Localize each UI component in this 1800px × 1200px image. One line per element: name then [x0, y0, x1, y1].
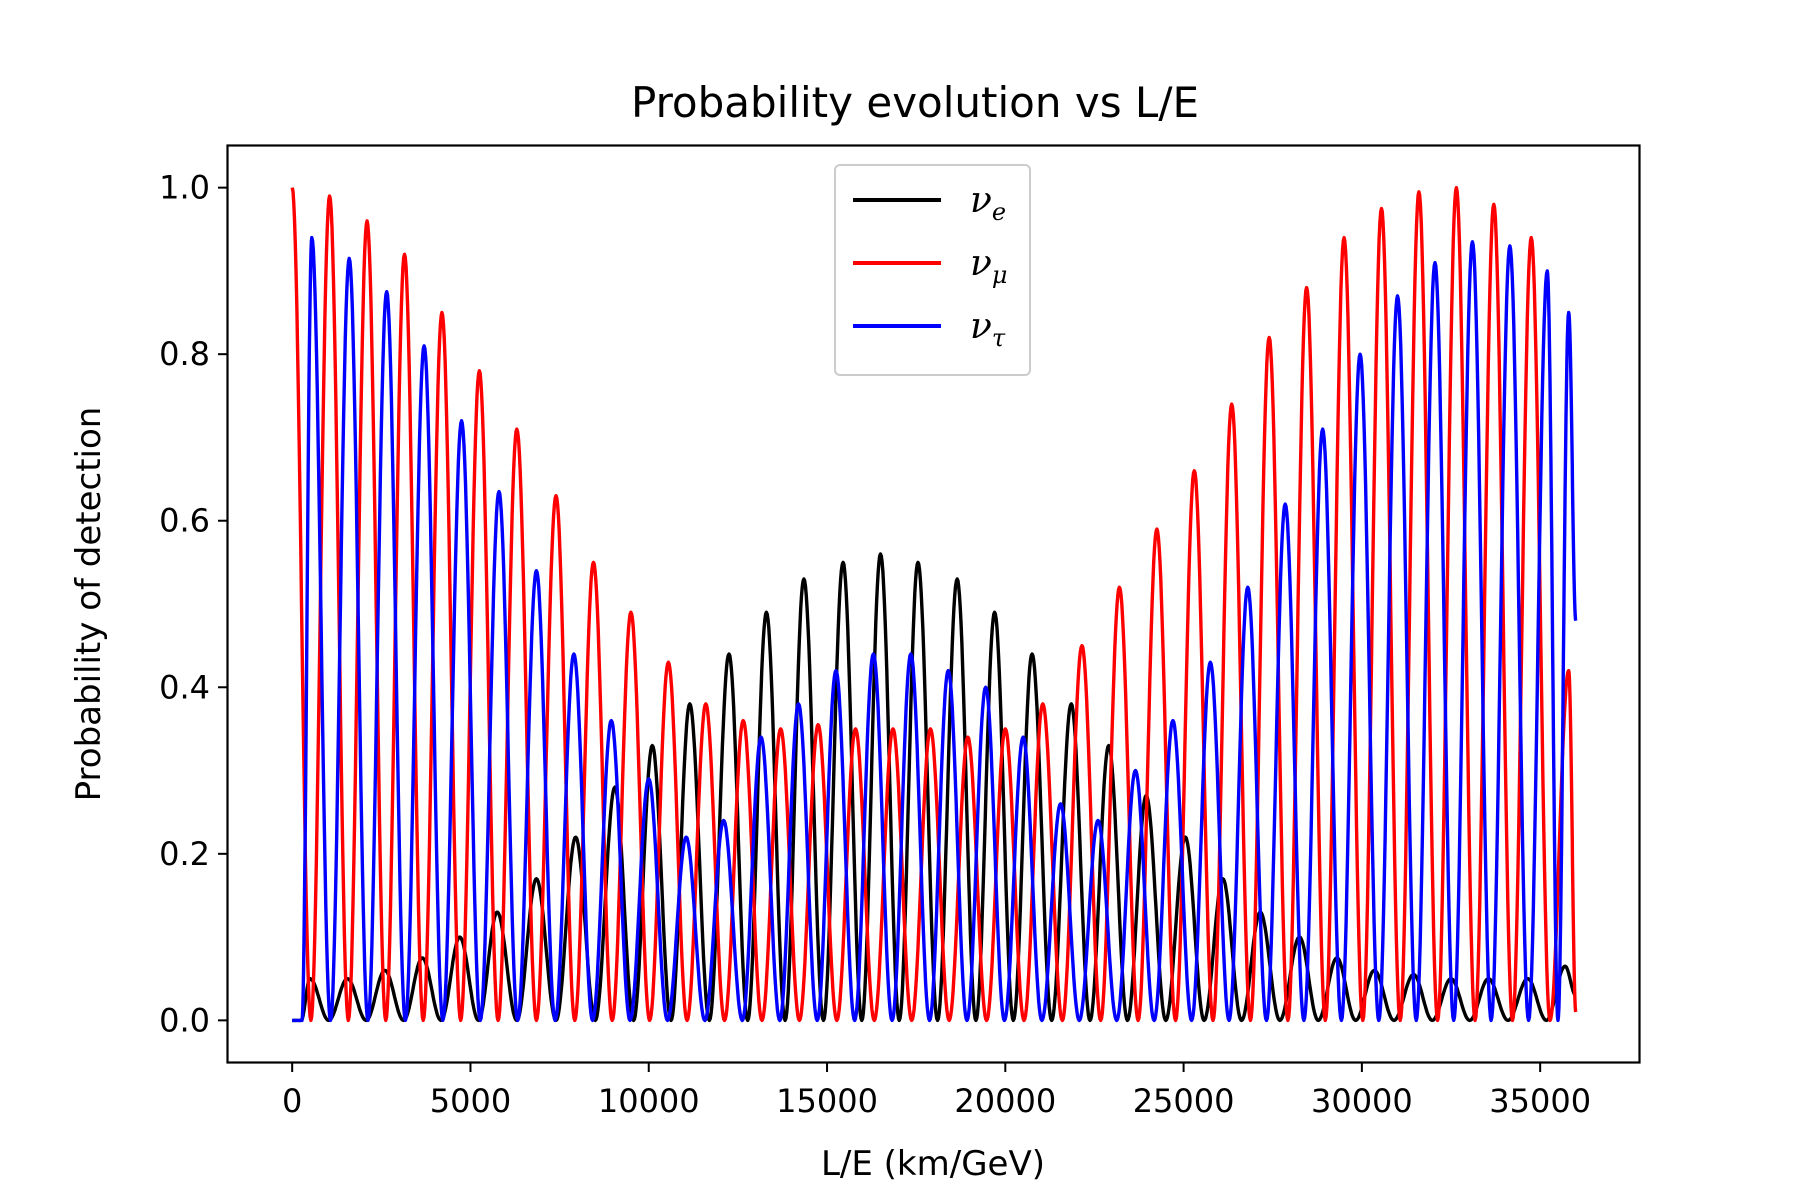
x-tick-label: 25000: [1133, 1082, 1235, 1120]
y-axis-title: Probability of detection: [69, 407, 109, 802]
plot-area: [226, 144, 1641, 1064]
x-tick-label: 20000: [954, 1082, 1056, 1120]
x-tick-label: 15000: [776, 1082, 878, 1120]
legend: νe νμ ντ: [834, 164, 1031, 376]
legend-label: νμ: [970, 243, 1008, 289]
chart-title: Probability evolution vs L/E: [631, 78, 1199, 127]
y-tick-label: 1.0: [159, 169, 210, 207]
plot-frame: [226, 144, 1641, 1064]
legend-label: ντ: [970, 306, 1006, 352]
series-layer: [290, 185, 1578, 1023]
x-axis: 0 5000 10000 15000 20000 25000 30000 35000: [282, 1062, 1591, 1120]
y-tick-label: 0.6: [159, 502, 210, 540]
y-axis: 0.0 0.2 0.4 0.6 0.8 1.0: [159, 169, 228, 1039]
y-tick-label: 0.2: [159, 835, 210, 873]
x-axis-title: L/E (km/GeV): [821, 1144, 1045, 1184]
y-tick-label: 0.0: [159, 1001, 210, 1039]
legend-label: νe: [970, 180, 1006, 226]
x-tick-label: 30000: [1311, 1082, 1413, 1120]
series-line-3: [290, 235, 1578, 1023]
y-tick-label: 0.4: [159, 668, 210, 706]
legend-box: [834, 164, 1031, 376]
x-tick-label: 0: [282, 1082, 302, 1120]
x-tick-label: 35000: [1489, 1082, 1591, 1120]
y-tick-label: 0.8: [159, 335, 210, 373]
x-tick-label: 10000: [598, 1082, 700, 1120]
x-tick-label: 5000: [430, 1082, 511, 1120]
